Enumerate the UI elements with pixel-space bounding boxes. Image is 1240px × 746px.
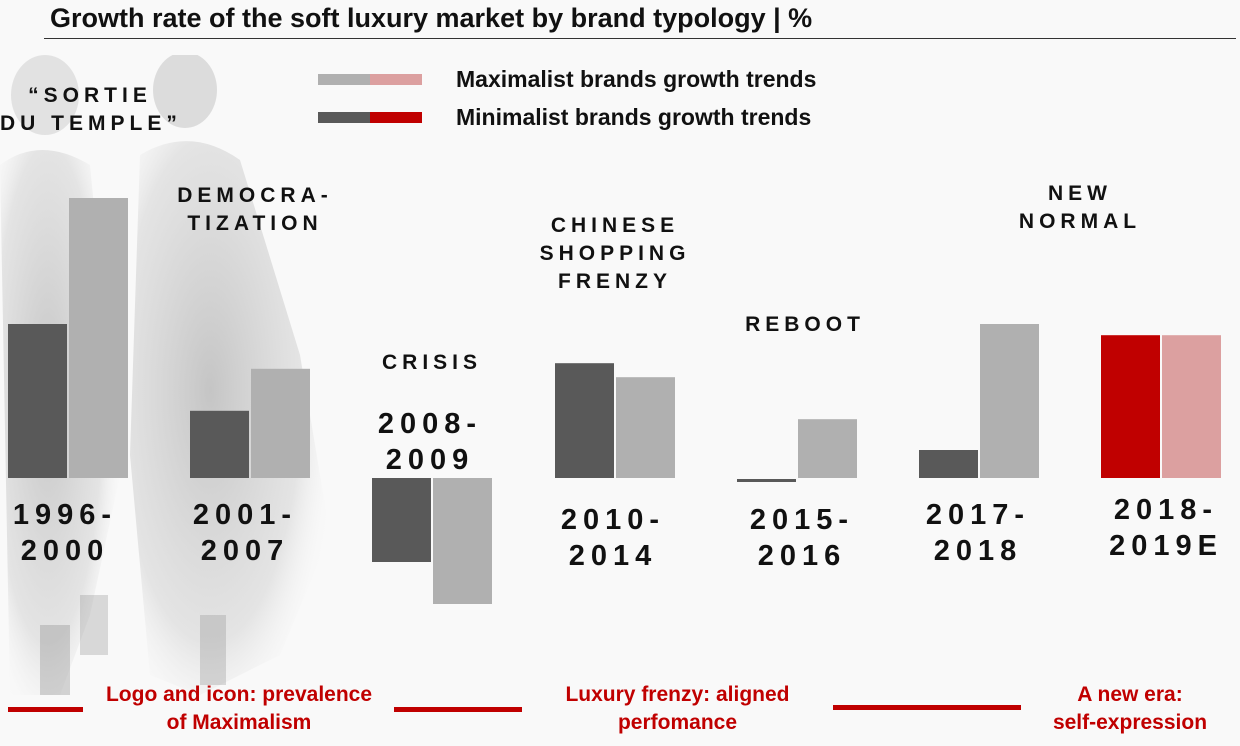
period-label: 2008- 2009 (377, 408, 483, 476)
legend-swatch-segment (370, 73, 422, 85)
legend-swatch-segment (318, 111, 370, 123)
legend-swatch-maximalist (318, 73, 422, 85)
phase-label-democratization: DEMOCRA- TIZATION (177, 184, 333, 235)
period-label: 2018- 2019E (1109, 494, 1223, 562)
maximalist-bar (1162, 335, 1221, 478)
minimalist-bar (1101, 335, 1160, 478)
legend-swatch-minimalist (318, 111, 422, 123)
legend-label-maximalist: Maximalist brands growth trends (456, 65, 817, 92)
period-label: 2001- 2007 (192, 499, 298, 567)
era-divider-line (833, 705, 1021, 710)
era-divider-line (8, 707, 83, 712)
phase-label-sortie-du-temple: “SORTIE DU TEMPLE” (0, 84, 182, 135)
phase-label-new-normal: NEW NORMAL (1018, 182, 1142, 233)
maximalist-bar (69, 198, 128, 478)
period-label: 2015- 2016 (749, 504, 855, 572)
title-divider (44, 38, 1236, 39)
maximalist-bar (433, 478, 492, 604)
phase-label-chinese-shopping-frenzy: CHINESE SHOPPING FRENZY (539, 214, 691, 293)
minimalist-bar (8, 324, 67, 478)
legend-item-minimalist: Minimalist brands growth trends (318, 103, 812, 130)
period-label: 2010- 2014 (560, 504, 666, 572)
phase-label-reboot: REBOOT (745, 313, 865, 336)
period-label: 1996- 2000 (12, 499, 118, 567)
maximalist-bar (980, 324, 1039, 478)
minimalist-bar (737, 479, 796, 482)
phase-label-crisis: CRISIS (381, 351, 482, 374)
era-label-luxury-frenzy: Luxury frenzy: aligned perfomance (565, 683, 790, 734)
legend-label-minimalist: Minimalist brands growth trends (456, 103, 812, 130)
era-label-new-era: A new era: self-expression (1052, 683, 1208, 734)
era-label-maximalism: Logo and icon: prevalence of Maximalism (105, 683, 373, 734)
minimalist-bar (919, 450, 978, 478)
minimalist-bar (190, 410, 249, 478)
legend-swatch-segment (318, 73, 370, 85)
legend-swatch-segment (370, 111, 422, 123)
maximalist-bar (616, 377, 675, 478)
maximalist-bar (798, 419, 857, 478)
minimalist-bar (372, 478, 431, 562)
legend-item-maximalist: Maximalist brands growth trends (318, 65, 817, 92)
chart-title: Growth rate of the soft luxury market by… (50, 3, 813, 33)
era-divider-line (394, 707, 522, 712)
maximalist-bar (251, 368, 310, 478)
minimalist-bar (555, 363, 614, 478)
period-label: 2017- 2018 (925, 499, 1031, 567)
